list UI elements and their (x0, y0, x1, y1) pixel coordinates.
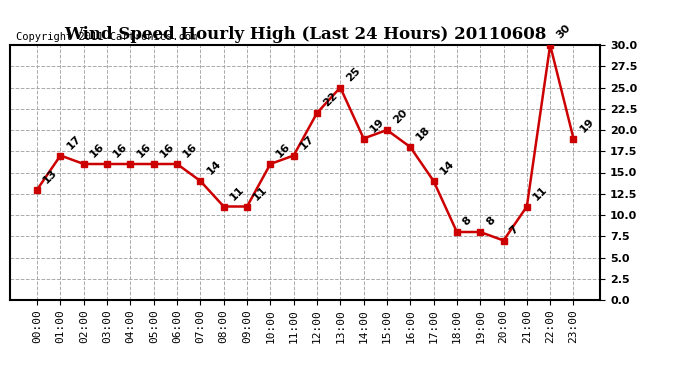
Text: 19: 19 (368, 116, 386, 134)
Text: 22: 22 (321, 91, 339, 109)
Text: 17: 17 (298, 133, 316, 152)
Text: 16: 16 (275, 142, 293, 160)
Text: 20: 20 (391, 108, 409, 126)
Text: 7: 7 (508, 224, 520, 236)
Text: 14: 14 (204, 159, 223, 177)
Text: 30: 30 (554, 23, 572, 41)
Title: Wind Speed Hourly High (Last 24 Hours) 20110608: Wind Speed Hourly High (Last 24 Hours) 2… (64, 27, 546, 44)
Text: 16: 16 (111, 142, 130, 160)
Text: 17: 17 (65, 133, 83, 152)
Text: 8: 8 (484, 215, 497, 228)
Text: Copyright 2011 Cartronics.com: Copyright 2011 Cartronics.com (17, 33, 197, 42)
Text: 14: 14 (437, 159, 456, 177)
Text: 16: 16 (181, 142, 199, 160)
Text: 11: 11 (531, 184, 549, 203)
Text: 11: 11 (251, 184, 269, 203)
Text: 13: 13 (41, 167, 59, 185)
Text: 8: 8 (461, 215, 473, 228)
Text: 16: 16 (135, 142, 152, 160)
Text: 25: 25 (344, 65, 362, 83)
Text: 18: 18 (415, 125, 433, 143)
Text: 16: 16 (158, 142, 176, 160)
Text: 11: 11 (228, 184, 246, 203)
Text: 16: 16 (88, 142, 106, 160)
Text: 19: 19 (578, 116, 595, 134)
